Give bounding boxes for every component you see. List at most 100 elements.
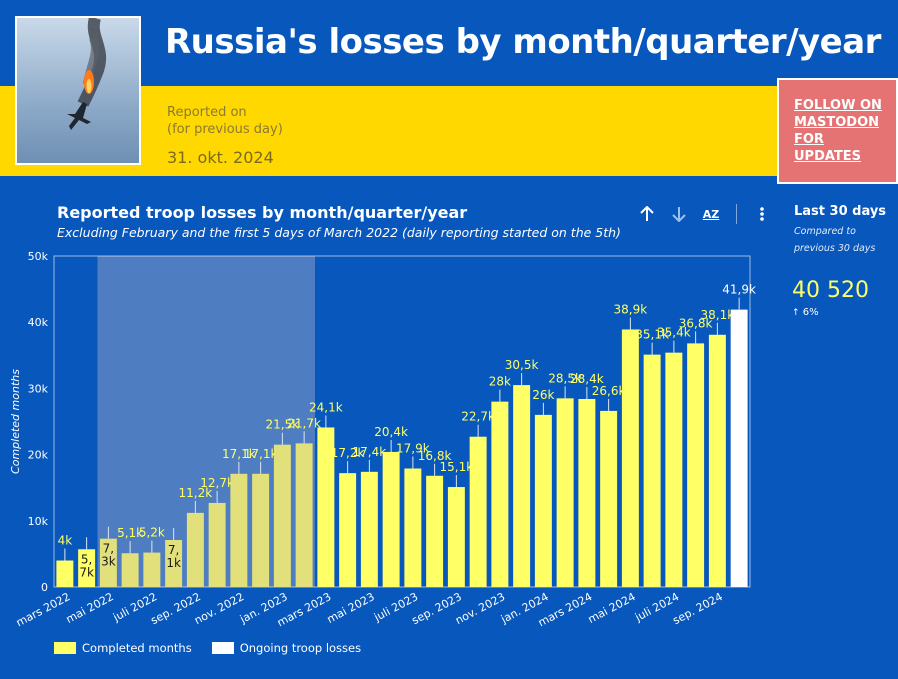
x-tick-label: nov. 2022 bbox=[192, 590, 246, 627]
follow-mastodon-box[interactable]: FOLLOW ON MASTODON FOR UPDATES bbox=[777, 78, 898, 184]
bar-completed bbox=[426, 475, 444, 587]
follow-mastodon-link[interactable]: FOLLOW ON MASTODON FOR UPDATES bbox=[794, 97, 894, 165]
data-label: 24,1k bbox=[309, 400, 343, 414]
bar-completed bbox=[687, 343, 705, 587]
reported-date: 31. okt. 2024 bbox=[167, 148, 274, 167]
page-title: Russia's losses by month/quarter/year bbox=[165, 22, 881, 62]
more-vert-icon[interactable] bbox=[751, 203, 773, 225]
legend-item-completed[interactable]: Completed months bbox=[54, 641, 192, 655]
header-photo bbox=[15, 16, 141, 165]
data-label: 35,4k bbox=[657, 326, 691, 340]
arrow-down-icon[interactable] bbox=[668, 203, 690, 225]
data-label: 28k bbox=[489, 375, 511, 389]
bar-completed bbox=[121, 553, 139, 587]
data-label: 16,8k bbox=[418, 449, 452, 463]
change-value: 6% bbox=[802, 307, 819, 318]
data-label: 36,8k bbox=[679, 316, 713, 330]
sort-az-icon[interactable]: AZ bbox=[700, 203, 722, 225]
data-label: 38,1k bbox=[701, 308, 735, 322]
bar-completed bbox=[186, 512, 204, 587]
follow-line-3: FOR UPDATES bbox=[794, 132, 862, 164]
data-label: 17,1k bbox=[222, 447, 256, 461]
x-tick-label: mars 2022 bbox=[14, 590, 72, 629]
reported-on-text: Reported on bbox=[167, 105, 247, 120]
bar-completed bbox=[360, 471, 378, 587]
data-label: 28,5k bbox=[548, 371, 582, 385]
bar-completed bbox=[317, 427, 335, 587]
y-axis-label: Completed months bbox=[9, 369, 22, 474]
bar-completed bbox=[339, 473, 357, 587]
bar-completed bbox=[143, 552, 161, 587]
legend-label-completed: Completed months bbox=[82, 641, 192, 655]
data-label: 17,2k bbox=[331, 446, 365, 460]
data-label: 17,9k bbox=[396, 442, 430, 456]
legend-item-ongoing[interactable]: Ongoing troop losses bbox=[211, 641, 362, 655]
bar-completed bbox=[708, 334, 726, 587]
data-label: 7, bbox=[168, 543, 179, 557]
bar-completed bbox=[273, 444, 291, 587]
bar-completed bbox=[165, 539, 183, 587]
bar-completed bbox=[252, 473, 270, 587]
data-label: 26k bbox=[532, 388, 554, 402]
bar-completed bbox=[556, 398, 574, 587]
bar-completed bbox=[447, 487, 465, 587]
bar-completed bbox=[382, 451, 400, 587]
data-label: 12,7k bbox=[200, 476, 234, 490]
data-label: 21,7k bbox=[287, 416, 321, 430]
data-label: 1k bbox=[166, 556, 181, 570]
data-label: 5,1k bbox=[117, 526, 143, 540]
compared-line-2: previous 30 days bbox=[794, 243, 876, 254]
y-tick-label: 0 bbox=[41, 581, 48, 594]
sort-az-label: AZ bbox=[702, 207, 720, 221]
bar-completed bbox=[230, 473, 248, 587]
y-tick-label: 40k bbox=[28, 316, 49, 329]
data-label: 20,4k bbox=[374, 425, 408, 439]
chart-subtitle: Excluding February and the first 5 days … bbox=[57, 225, 621, 240]
data-label: 17,1k bbox=[244, 447, 278, 461]
bar-completed bbox=[208, 502, 226, 587]
bar-completed bbox=[469, 436, 487, 587]
data-label: 26,6k bbox=[592, 384, 626, 398]
compared-line-1: Compared to bbox=[794, 226, 856, 237]
data-label: 11,2k bbox=[179, 486, 213, 500]
follow-line-1: FOLLOW ON bbox=[794, 98, 882, 113]
data-label: 22,7k bbox=[461, 410, 495, 424]
data-label: 15,1k bbox=[440, 460, 474, 474]
bar-completed bbox=[295, 443, 313, 587]
data-label: 5, bbox=[81, 552, 92, 566]
chart-toolbar: AZ bbox=[636, 203, 773, 225]
legend-label-ongoing: Ongoing troop losses bbox=[239, 641, 362, 655]
follow-line-2: MASTODON bbox=[794, 115, 880, 130]
bar-ongoing bbox=[730, 309, 748, 587]
x-tick-label: mai 2023 bbox=[325, 590, 377, 626]
reported-note-text: (for previous day) bbox=[167, 122, 283, 137]
data-label: 28,4k bbox=[570, 372, 604, 386]
bar-completed bbox=[665, 352, 683, 587]
data-label: 35,1k bbox=[635, 328, 669, 342]
legend-swatch-completed bbox=[54, 642, 76, 654]
last-30-days-subtitle: Compared to previous 30 days bbox=[794, 223, 875, 257]
y-tick-label: 50k bbox=[28, 250, 49, 263]
data-label: 17,4k bbox=[353, 445, 387, 459]
data-label: 4k bbox=[58, 534, 73, 548]
data-label: 7k bbox=[79, 565, 94, 579]
toolbar-divider bbox=[736, 204, 737, 224]
chart-legend: Completed months Ongoing troop losses bbox=[54, 641, 361, 655]
y-tick-label: 20k bbox=[28, 449, 49, 462]
x-tick-label: mai 2024 bbox=[586, 590, 638, 626]
last-30-days-value: 40 520 bbox=[792, 278, 869, 303]
y-tick-label: 30k bbox=[28, 382, 49, 395]
legend-swatch-ongoing bbox=[211, 642, 234, 654]
bar-completed bbox=[643, 354, 661, 587]
data-label: 21,5k bbox=[266, 418, 300, 432]
bar-completed bbox=[578, 398, 596, 587]
bar-completed bbox=[56, 560, 74, 587]
arrow-up-icon[interactable] bbox=[636, 203, 658, 225]
data-label: 30,5k bbox=[505, 358, 539, 372]
bar-completed bbox=[513, 385, 531, 587]
data-label: 41,9k bbox=[722, 283, 756, 297]
bar-completed bbox=[78, 549, 96, 587]
bar-completed bbox=[600, 410, 618, 587]
y-tick-label: 10k bbox=[28, 515, 49, 528]
